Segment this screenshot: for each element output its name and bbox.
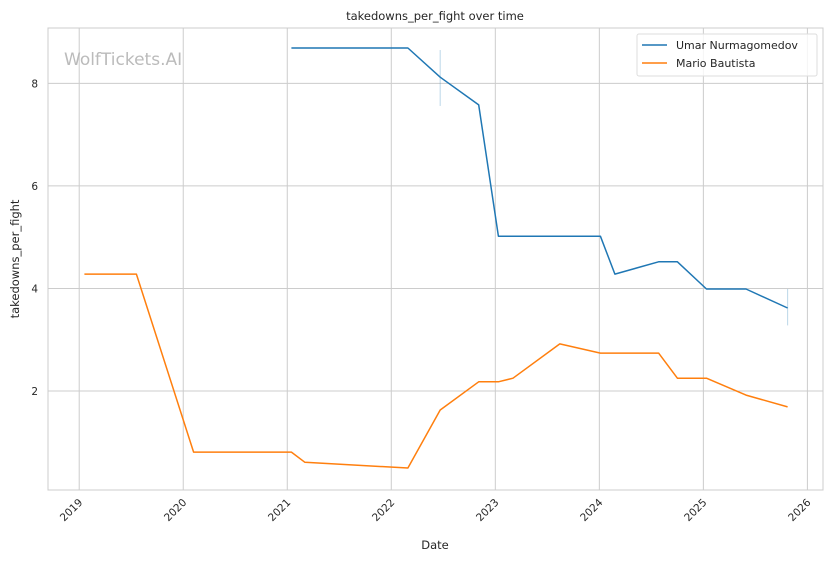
series-line-0 — [291, 47, 788, 309]
y-tick-label: 8 — [31, 78, 38, 90]
series-line-1 — [84, 273, 788, 469]
watermark: WolfTickets.AI — [64, 50, 182, 70]
x-tick-label: 2025 — [682, 497, 709, 524]
x-tick-label: 2023 — [474, 497, 501, 524]
x-tick-label: 2022 — [370, 497, 397, 524]
legend-label-umar: Umar Nurmagomedov — [676, 39, 798, 52]
y-tick-label: 4 — [31, 283, 38, 295]
x-tick-label: 2020 — [162, 497, 189, 524]
y-tick-label: 6 — [31, 181, 38, 193]
x-tick-label: 2021 — [266, 497, 293, 524]
y-tick-label: 2 — [31, 386, 38, 398]
plot-frame — [47, 27, 824, 491]
y-axis-label: takedowns_per_fight — [8, 199, 22, 318]
x-tick-label: 2019 — [58, 497, 85, 524]
chart-title: takedowns_per_fight over time — [346, 9, 524, 23]
x-tick-label: 2026 — [786, 496, 814, 524]
x-axis-label: Date — [421, 538, 449, 552]
legend-box — [636, 33, 818, 77]
x-tick-label: 2024 — [578, 496, 606, 524]
legend-label-mario: Mario Bautista — [676, 57, 755, 70]
legend: Umar Nurmagomedov Mario Bautista — [636, 33, 818, 77]
